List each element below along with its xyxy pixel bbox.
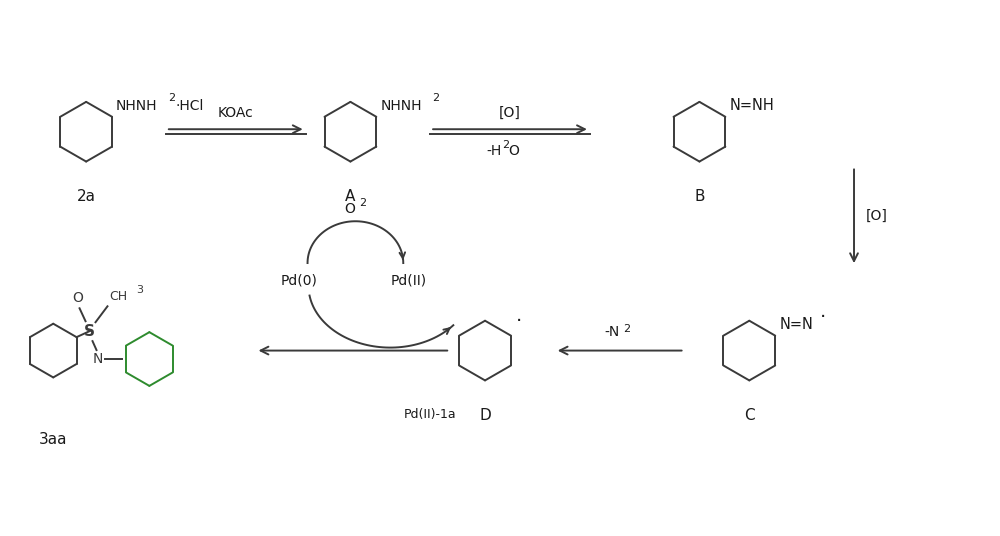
Text: N=NH: N=NH xyxy=(729,98,774,113)
Text: KOAc: KOAc xyxy=(218,106,254,120)
Text: 2: 2 xyxy=(168,93,175,103)
Text: [O]: [O] xyxy=(499,106,521,120)
Text: O: O xyxy=(508,144,519,158)
Text: Pd(II): Pd(II) xyxy=(390,274,426,288)
Text: 3: 3 xyxy=(136,285,143,295)
Text: -N: -N xyxy=(604,325,620,339)
Text: 2: 2 xyxy=(432,93,439,103)
Text: 2: 2 xyxy=(359,198,367,209)
Text: B: B xyxy=(694,189,705,204)
Text: S: S xyxy=(84,324,95,339)
Text: ·: · xyxy=(820,308,826,327)
Text: D: D xyxy=(479,408,491,423)
Text: 3aa: 3aa xyxy=(39,432,67,447)
Text: ·: · xyxy=(516,311,522,331)
Text: C: C xyxy=(744,408,755,423)
Text: O: O xyxy=(72,292,83,306)
Text: Pd(II)-1a: Pd(II)-1a xyxy=(404,408,457,421)
Text: A: A xyxy=(345,189,356,204)
Text: [O]: [O] xyxy=(866,209,888,224)
Text: NHNH: NHNH xyxy=(116,99,158,113)
Text: Pd(0): Pd(0) xyxy=(281,274,318,288)
Text: 2: 2 xyxy=(502,140,509,150)
Text: N: N xyxy=(92,352,103,366)
Text: 2: 2 xyxy=(623,324,630,333)
Text: CH: CH xyxy=(109,290,128,303)
Text: N=N: N=N xyxy=(779,317,813,332)
Text: O: O xyxy=(345,202,355,217)
Text: ·HCl: ·HCl xyxy=(176,99,204,113)
Text: -H: -H xyxy=(487,144,502,158)
Text: NHNH: NHNH xyxy=(380,99,422,113)
Text: 2a: 2a xyxy=(77,189,96,204)
